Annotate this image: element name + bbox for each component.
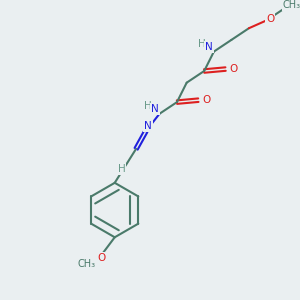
Text: N: N [144,122,152,131]
Text: O: O [266,14,275,23]
Text: N: N [205,42,213,52]
Text: O: O [202,95,210,105]
Text: CH₃: CH₃ [283,0,300,10]
Text: O: O [229,64,238,74]
Text: H: H [118,164,125,174]
Text: O: O [97,253,105,263]
Text: CH₃: CH₃ [77,260,96,269]
Text: H: H [144,101,152,111]
Text: N: N [151,104,158,114]
Text: H: H [198,39,206,49]
